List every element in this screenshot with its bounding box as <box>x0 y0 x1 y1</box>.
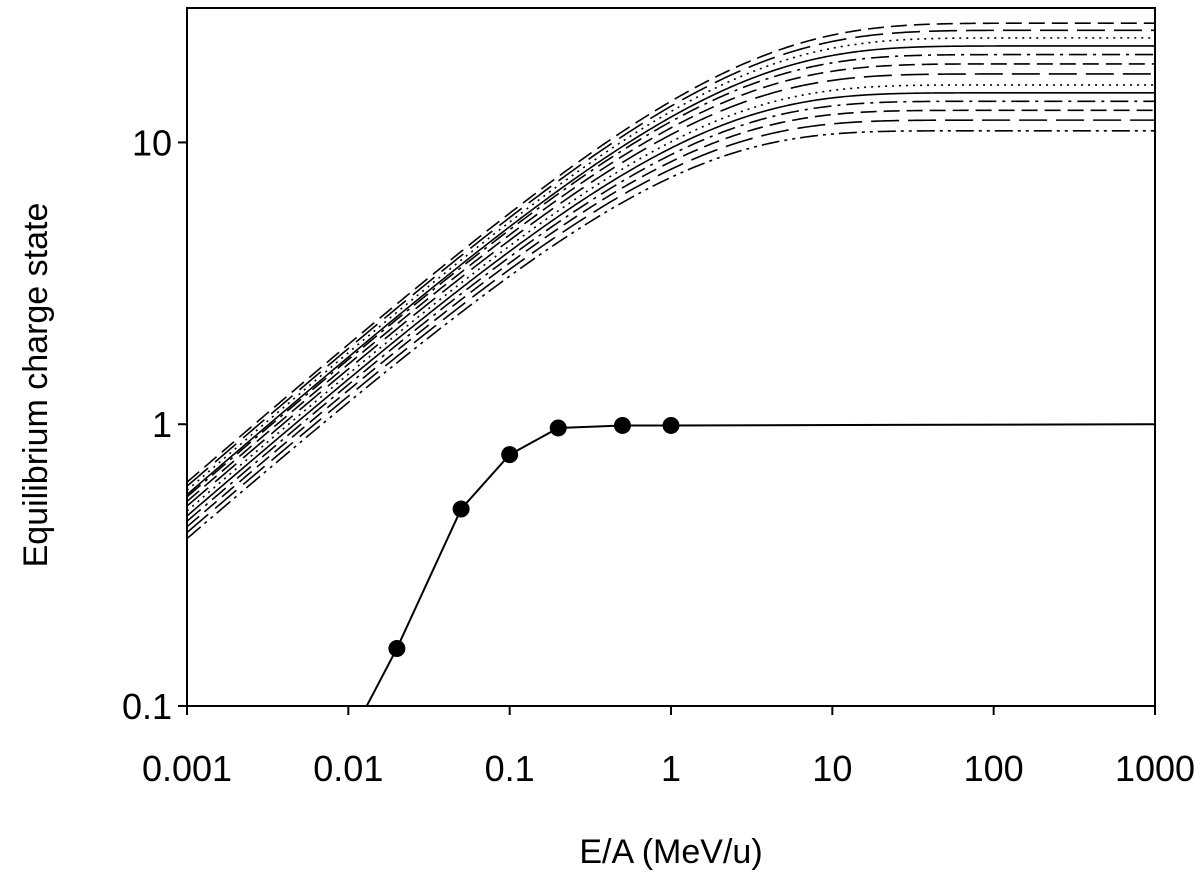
model-line-curve-13 <box>187 22 1155 483</box>
x-tick-label: 0.001 <box>142 748 232 789</box>
data-point <box>452 500 470 518</box>
model-line-curve-8 <box>187 63 1155 502</box>
model-line-curve-10 <box>187 45 1155 496</box>
model-line-curve-1 <box>187 129 1155 540</box>
y-tick-label: 10 <box>132 122 172 163</box>
y-tick-label: 0.1 <box>122 686 172 727</box>
x-axis-title: E/A (MeV/u) <box>579 833 762 871</box>
x-tick-label: 1 <box>661 748 681 789</box>
model-line-curve-12 <box>187 29 1155 487</box>
measured-series <box>365 416 1155 706</box>
y-axis-title: Equilibrium charge state <box>17 203 55 568</box>
data-point <box>501 446 519 464</box>
data-point <box>613 416 631 434</box>
model-line-curve-5 <box>187 92 1155 517</box>
model-line-curve-7 <box>187 73 1155 507</box>
y-tick-label: 1 <box>152 404 172 445</box>
x-tick-label: 0.01 <box>313 748 383 789</box>
data-point <box>388 639 406 657</box>
model-curves <box>187 22 1155 540</box>
model-line-curve-3 <box>187 109 1155 528</box>
x-tick-label: 100 <box>964 748 1024 789</box>
x-tick-label: 0.1 <box>485 748 535 789</box>
model-line-curve-4 <box>187 100 1155 522</box>
model-line-curve-6 <box>187 84 1155 512</box>
x-axis: 0.001 0.01 0.1 1 10 100 1000 <box>142 706 1195 789</box>
model-line-curve-9 <box>187 53 1155 498</box>
x-tick-label: 10 <box>812 748 852 789</box>
model-line-curve-2 <box>187 119 1155 534</box>
data-point <box>549 419 567 437</box>
x-tick-label: 1000 <box>1115 748 1195 789</box>
data-point <box>662 416 680 434</box>
measured-line <box>365 423 1155 706</box>
y-axis: 0.1 1 10 <box>122 122 187 727</box>
